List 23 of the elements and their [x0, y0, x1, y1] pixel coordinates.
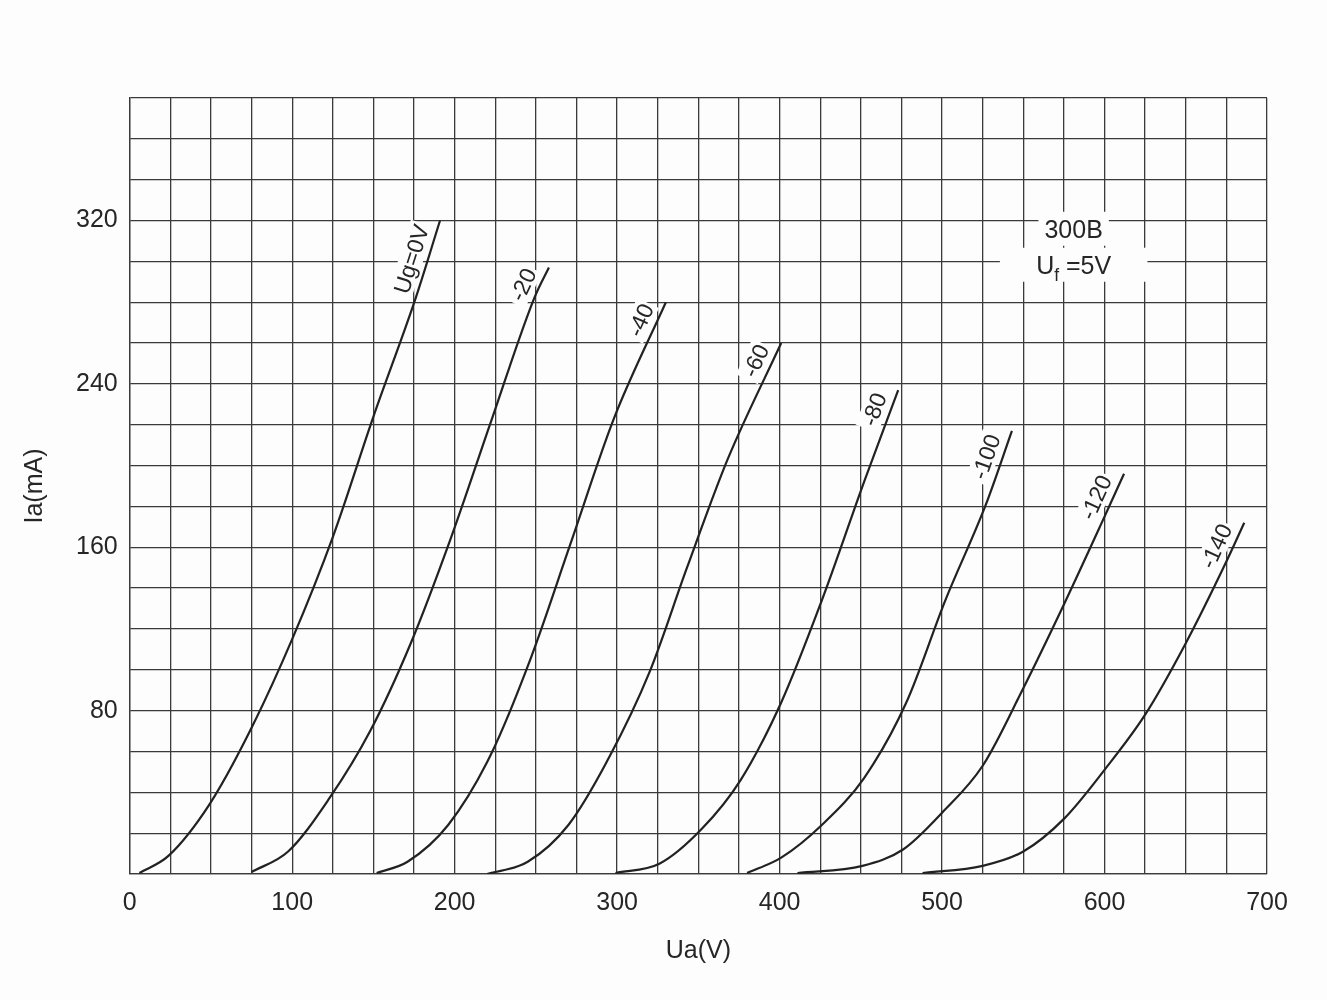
- y-tick-label: 240: [75, 367, 118, 396]
- text: -80: [855, 389, 892, 430]
- text: -140: [1194, 519, 1238, 573]
- text: -40: [621, 299, 660, 341]
- text: Ug=0V: [388, 220, 435, 297]
- y-tick-label: 160: [75, 531, 118, 560]
- x-tick-label: 300: [596, 886, 638, 915]
- y-tick-label: 320: [75, 204, 118, 233]
- y-axis-title: Ia(mA): [18, 448, 47, 524]
- annotation: 300B: [1044, 214, 1103, 243]
- text: -20: [504, 264, 542, 306]
- text: -120: [1074, 470, 1118, 524]
- x-tick-label: 600: [1083, 886, 1126, 915]
- x-axis-title: Ua(V): [665, 934, 731, 963]
- text: -100: [965, 430, 1006, 483]
- x-tick-label: 700: [1246, 886, 1288, 915]
- x-tick-label: 100: [271, 886, 314, 915]
- text: -60: [736, 340, 775, 382]
- x-tick-label: 200: [433, 886, 476, 915]
- x-tick-label: 400: [758, 886, 801, 915]
- x-tick-label: 0: [122, 886, 137, 915]
- y-tick-label: 80: [89, 694, 118, 723]
- x-tick-label: 500: [921, 886, 963, 915]
